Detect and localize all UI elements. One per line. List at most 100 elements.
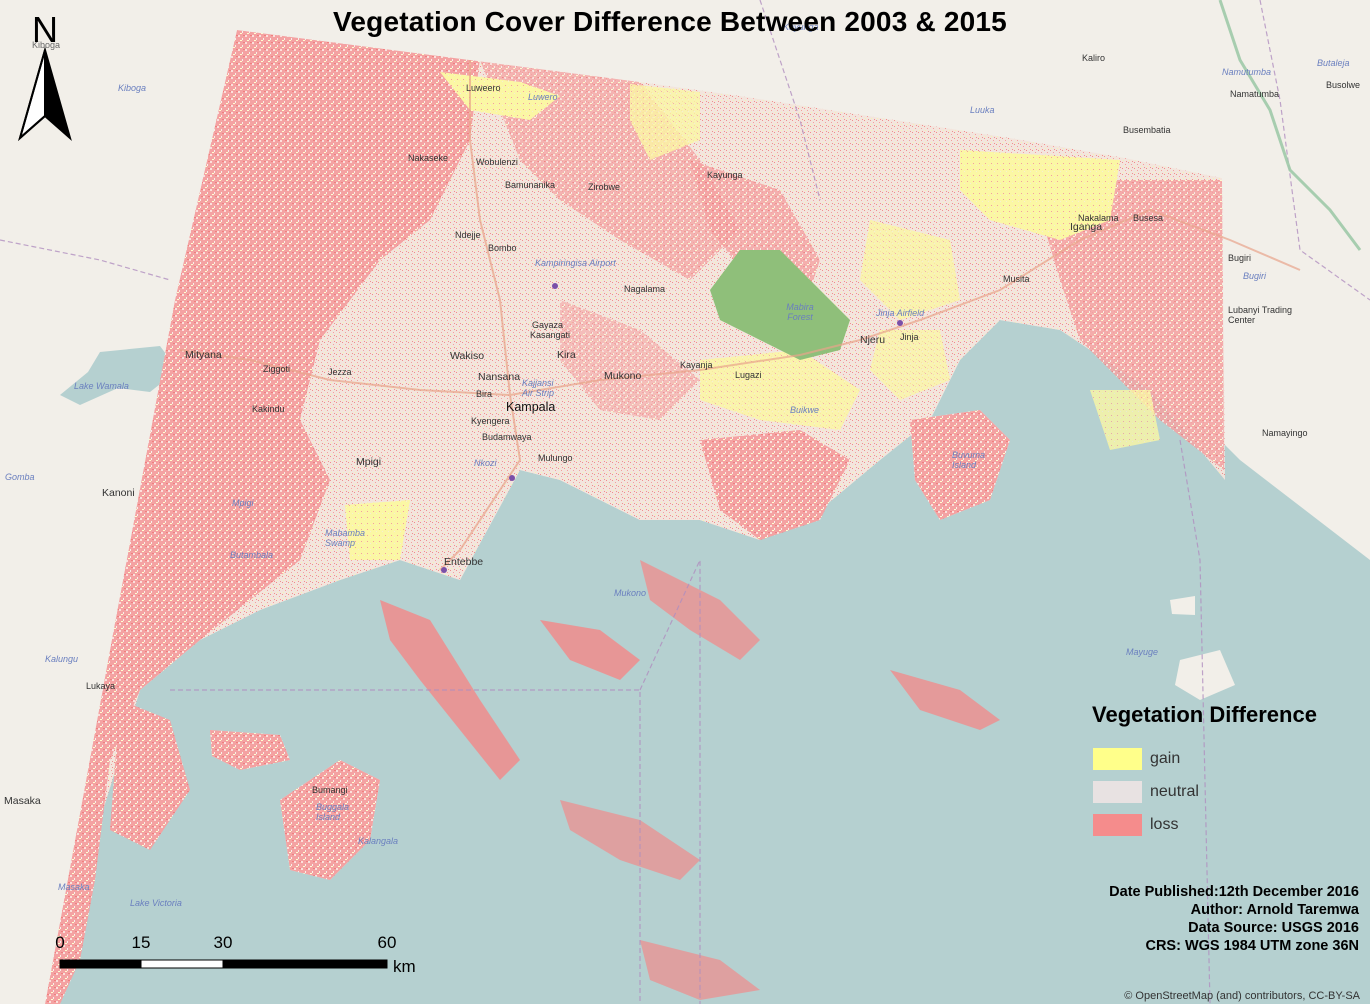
attribution: © OpenStreetMap (and) contributors, CC-B… (1124, 990, 1360, 1002)
place-label: Gayaza (532, 320, 564, 330)
place-label: Kira (557, 349, 576, 361)
place-label: Mityana (185, 349, 222, 361)
place-label: Lugazi (735, 370, 762, 380)
place-label: Gomba (5, 472, 35, 482)
roads (179, 60, 1301, 571)
place-label: Budamwaya (482, 432, 532, 442)
place-label: Bira (476, 389, 493, 399)
legend-item-gain: gain (1092, 742, 1352, 775)
place-label: Nagalama (624, 284, 666, 294)
vegetation-raster (45, 30, 1225, 1004)
scale-tick-label: 30 (214, 933, 233, 952)
place-label: Buikwe (790, 405, 820, 415)
place-label: Kayanja (680, 360, 713, 370)
legend-label: neutral (1150, 782, 1199, 800)
place-label: Mukono (604, 370, 642, 382)
place-label: Wobulenzi (476, 157, 518, 167)
place-label: Bombo (488, 243, 517, 253)
legend-label: gain (1150, 749, 1181, 767)
place-label: Lake Victoria (130, 898, 182, 908)
place-label: Jinja (900, 332, 919, 342)
place-label: Entebbe (444, 556, 484, 568)
place-label: Mukono (614, 588, 647, 598)
place-label: Lukaya (86, 681, 116, 691)
place-label: Kanoni (102, 487, 135, 499)
north-arrow-icon (18, 46, 72, 141)
scale-segment (222, 959, 388, 969)
scale-bar: 0 15 30 60 km (50, 930, 430, 980)
place-label: Wakiso (450, 350, 485, 362)
place-label: Busolwe (1326, 80, 1361, 90)
scale-tick-label: 60 (378, 933, 397, 952)
place-label: Namutumba (1222, 67, 1272, 77)
place-label: Luwero (528, 92, 558, 102)
author: Author: Arnold Taremwa (1190, 902, 1359, 918)
place-label: Kampiringisa Airport (535, 258, 616, 268)
scale-tick-label: 15 (132, 933, 151, 952)
legend-item-neutral: neutral (1092, 775, 1352, 808)
scale-tick-label: 0 (55, 933, 64, 952)
place-label: Lubanyi Trading Center (1228, 305, 1293, 325)
place-label: Mpigi (232, 498, 254, 508)
place-label: Kalangala (358, 836, 399, 846)
north-arrow: N (12, 8, 74, 148)
place-label: Lake Wamala (74, 381, 129, 391)
place-label: Masaka (58, 882, 90, 892)
place-label: Jinja Airfield (876, 308, 925, 318)
place-label: Kiboga (32, 40, 61, 50)
north-label: N (32, 9, 58, 50)
legend-label: loss (1150, 815, 1179, 833)
place-label: Nkozi (474, 458, 497, 468)
place-label: Kyengera (471, 416, 510, 426)
legend-swatch-loss (1093, 813, 1142, 836)
town-markers (441, 283, 903, 573)
place-label: Kajjansi Air Strip (522, 378, 555, 398)
place-label: Luuka (970, 105, 995, 115)
place-label: Kiboga (118, 83, 147, 93)
place-label: Masaka (4, 795, 41, 807)
map-metadata: Date Published:12th December 2016 Author… (1109, 883, 1359, 955)
place-label: Bamunanika (505, 180, 556, 190)
place-label: Namayingo (1262, 428, 1308, 438)
legend-title: Vegetation Difference (1092, 702, 1317, 727)
legend-swatch-neutral (1093, 780, 1142, 803)
place-label: Zirobwe (588, 182, 621, 192)
place-label: Ziggoti (263, 364, 291, 374)
place-label: Bumangi (312, 785, 348, 795)
data-source: Data Source: USGS 2016 (1188, 920, 1359, 936)
place-label: Kampala (506, 400, 556, 414)
place-label: Nakalama (1078, 213, 1119, 223)
place-label: Butambala (230, 550, 274, 560)
place-label: Mayuge (1126, 647, 1159, 657)
lake-wamala (60, 346, 178, 405)
place-label: Njeru (860, 334, 886, 346)
place-label: Jezza (328, 367, 352, 377)
place-label: Busembatia (1123, 125, 1171, 135)
place-label: Musita (1003, 274, 1030, 284)
place-label: Mpigi (356, 456, 382, 468)
place-label: Bugiri (1228, 253, 1252, 263)
place-label: Kasangati (530, 330, 571, 340)
place-label: Busesa (1133, 213, 1164, 223)
island-east2 (1170, 596, 1195, 615)
place-label: Namatumba (1230, 89, 1280, 99)
rivers (1218, 0, 1362, 251)
place-label: Buvuma Island (952, 450, 986, 470)
place-label: Mabira Forest (786, 302, 814, 322)
date-published: Date Published:12th December 2016 (1109, 884, 1359, 900)
place-label: Nansana (478, 371, 521, 383)
place-label: Kalungu (45, 654, 79, 664)
legend-swatch-gain (1093, 747, 1142, 770)
place-label: Mulungo (538, 453, 573, 463)
island-east (1175, 650, 1235, 700)
scale-segment (140, 959, 224, 969)
place-label: Kaliro (1082, 53, 1106, 63)
legend-item-loss: loss (1092, 808, 1352, 841)
place-label: Iganga (1070, 221, 1103, 233)
lake-victoria (60, 320, 1370, 1004)
scale-segment (59, 959, 142, 969)
legend: Vegetation Difference gain neutral loss (1092, 702, 1352, 841)
place-label: Nakaseke (408, 153, 449, 163)
place-label: Kayunga (783, 22, 819, 32)
